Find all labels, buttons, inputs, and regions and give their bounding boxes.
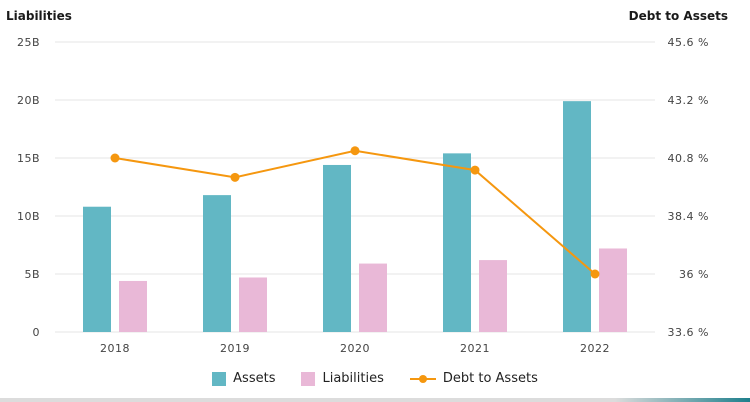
legend-item-debt-to-assets[interactable]: Debt to Assets	[409, 371, 538, 386]
bar-liabilities[interactable]	[479, 260, 507, 332]
bars	[83, 101, 627, 332]
x-tick-label: 2019	[220, 342, 250, 355]
right-axis-ticks: 33.6 % 36 % 38.4 % 40.8 % 43.2 % 45.6 %	[668, 36, 709, 339]
x-tick-label: 2021	[460, 342, 490, 355]
line-point[interactable]	[590, 269, 600, 279]
line-point[interactable]	[110, 153, 120, 163]
legend-item-liabilities[interactable]: Liabilities	[301, 371, 384, 386]
x-tick-label: 2022	[580, 342, 610, 355]
right-axis-title: Debt to Assets	[629, 9, 728, 23]
bar-assets[interactable]	[203, 195, 231, 332]
legend-label-debt-to-assets: Debt to Assets	[442, 371, 538, 386]
bar-assets[interactable]	[443, 153, 471, 332]
bar-liabilities[interactable]	[359, 263, 387, 332]
line-point[interactable]	[350, 146, 360, 156]
legend-item-assets[interactable]: Assets	[212, 371, 275, 386]
legend-label-liabilities: Liabilities	[322, 371, 384, 386]
right-tick-label: 45.6 %	[668, 36, 709, 49]
gridlines	[55, 41, 655, 333]
right-tick-label: 43.2 %	[668, 94, 709, 107]
bar-liabilities[interactable]	[599, 248, 627, 332]
left-tick-label: 15B	[17, 152, 40, 165]
left-tick-label: 25B	[17, 36, 40, 49]
bottom-divider	[0, 398, 750, 402]
right-tick-label: 40.8 %	[668, 152, 709, 165]
legend: Assets Liabilities Debt to Assets	[0, 371, 750, 386]
debt-to-assets-swatch	[409, 372, 436, 386]
debt-to-assets-line	[110, 146, 600, 279]
line-point[interactable]	[470, 165, 480, 175]
liabilities-swatch	[301, 371, 316, 386]
left-tick-label: 20B	[17, 94, 40, 107]
x-tick-label: 2018	[100, 342, 130, 355]
assets-swatch	[212, 371, 227, 386]
x-axis-ticks: 2018 2019 2020 2021 2022	[100, 342, 610, 355]
left-axis-title: Liabilities	[6, 9, 72, 23]
left-tick-label: 10B	[17, 210, 40, 223]
right-tick-label: 36 %	[679, 268, 709, 281]
bar-liabilities[interactable]	[119, 280, 147, 332]
line-path	[114, 149, 596, 275]
bar-liabilities[interactable]	[239, 277, 267, 332]
left-tick-label: 0	[33, 326, 41, 339]
line-point[interactable]	[230, 172, 240, 182]
right-tick-label: 38.4 %	[668, 210, 709, 223]
bar-assets[interactable]	[83, 206, 111, 332]
legend-label-assets: Assets	[233, 371, 276, 386]
right-tick-label: 33.6 %	[668, 326, 709, 339]
x-tick-label: 2020	[340, 342, 370, 355]
bar-assets[interactable]	[323, 164, 351, 332]
left-tick-label: 5B	[24, 268, 40, 281]
left-axis-ticks: 0 5B 10B 15B 20B 25B	[17, 36, 40, 339]
bar-assets[interactable]	[563, 101, 591, 332]
